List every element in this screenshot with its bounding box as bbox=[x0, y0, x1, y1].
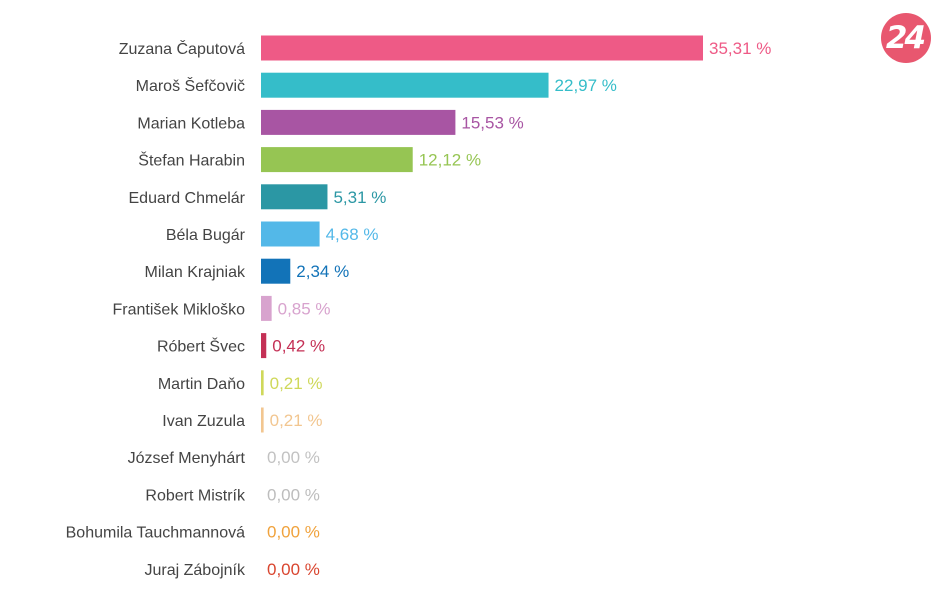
category-label: Béla Bugár bbox=[166, 227, 246, 244]
value-label: 0,00 % bbox=[267, 560, 320, 579]
category-label: Róbert Švec bbox=[157, 337, 245, 356]
site-logo[interactable]: 24 bbox=[881, 13, 931, 63]
bar[interactable] bbox=[261, 333, 267, 359]
value-label: 4,68 % bbox=[326, 225, 379, 244]
value-label: 0,42 % bbox=[272, 337, 325, 356]
value-label: 0,85 % bbox=[278, 299, 331, 318]
category-label: Zuzana Čaputová bbox=[119, 39, 245, 58]
bar[interactable] bbox=[261, 258, 291, 284]
value-label: 22,97 % bbox=[555, 76, 617, 95]
category-label: József Menyhárt bbox=[128, 450, 246, 467]
category-label: Eduard Chmelár bbox=[129, 190, 246, 207]
value-label: 0,21 % bbox=[270, 374, 323, 393]
value-label: 0,00 % bbox=[267, 523, 320, 542]
value-label: 12,12 % bbox=[419, 151, 481, 170]
category-label: Bohumila Tauchmannová bbox=[66, 525, 245, 542]
value-label: 15,53 % bbox=[461, 113, 523, 132]
bar[interactable] bbox=[261, 109, 456, 135]
value-label: 5,31 % bbox=[333, 188, 386, 207]
category-label: Martin Daňo bbox=[158, 376, 245, 393]
category-label: Štefan Harabin bbox=[138, 151, 245, 170]
bar[interactable] bbox=[261, 147, 413, 173]
value-label: 0,21 % bbox=[270, 411, 323, 430]
category-label: František Mikloško bbox=[113, 301, 246, 318]
bar[interactable] bbox=[261, 221, 320, 247]
category-label: Maroš Šefčovič bbox=[136, 76, 245, 95]
bar[interactable] bbox=[261, 370, 264, 396]
value-label: 35,31 % bbox=[709, 39, 771, 58]
value-label: 2,34 % bbox=[296, 262, 349, 281]
bar[interactable] bbox=[261, 72, 549, 98]
category-label: Juraj Zábojník bbox=[145, 562, 246, 579]
category-label: Robert Mistrík bbox=[145, 487, 246, 504]
category-label: Marian Kotleba bbox=[137, 115, 245, 132]
logo-text: 24 bbox=[885, 20, 926, 56]
bar[interactable] bbox=[261, 35, 703, 61]
value-label: 0,00 % bbox=[267, 485, 320, 504]
bar[interactable] bbox=[261, 295, 272, 321]
category-label: Ivan Zuzula bbox=[162, 413, 245, 430]
bar[interactable] bbox=[261, 184, 328, 210]
bar[interactable] bbox=[261, 407, 264, 433]
value-label: 0,00 % bbox=[267, 448, 320, 467]
category-label: Milan Krajniak bbox=[145, 264, 246, 281]
